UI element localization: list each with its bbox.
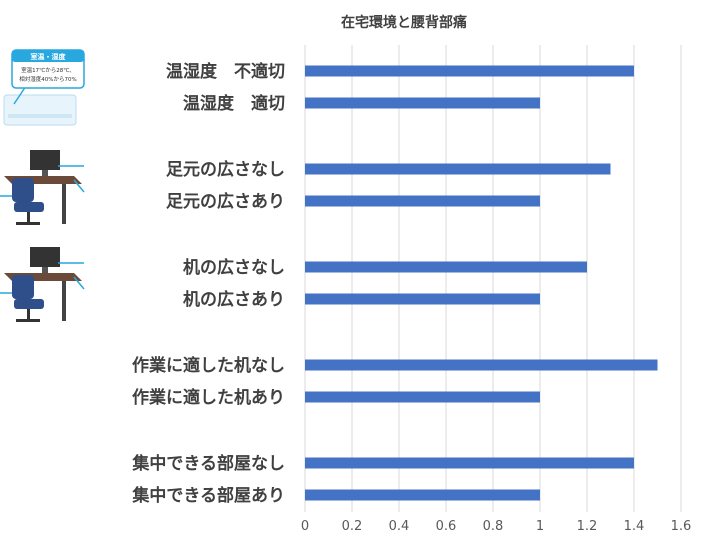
x-tick-label: 0.2 xyxy=(342,519,363,534)
gridlines xyxy=(304,45,682,512)
air-conditioner-illustration: 室温・湿度 室温17℃から28℃、 相対湿度40%から70% xyxy=(3,49,85,126)
category-label: 温湿度 不適切 xyxy=(166,61,285,82)
bar xyxy=(305,391,540,403)
bar xyxy=(305,97,540,109)
aircon-header: 室温・湿度 xyxy=(31,52,67,61)
bar xyxy=(305,293,540,305)
bar xyxy=(305,261,587,273)
x-tick-label: 0.8 xyxy=(483,519,504,534)
category-label: 集中できる部屋あり xyxy=(131,485,285,506)
category-label: 作業に適した机あり xyxy=(132,387,285,408)
aircon-line1: 室温17℃から28℃、 xyxy=(21,66,75,74)
x-tick-label: 0 xyxy=(301,519,309,534)
category-label: 足元の広さあり xyxy=(166,191,285,212)
desk-illustration-2 xyxy=(0,247,85,322)
aircon-line2: 相対湿度40%から70% xyxy=(19,75,76,83)
x-tick-label: 1.2 xyxy=(577,519,598,534)
x-tick-label: 0.4 xyxy=(389,519,410,534)
desk-illustration-1 xyxy=(0,150,85,225)
bar xyxy=(305,489,540,501)
category-label: 集中できる部屋なし xyxy=(131,453,285,474)
x-tick-labels: 0 0.2 0.4 0.6 0.8 1 1.2 1.4 1.6 xyxy=(301,519,691,534)
category-label: 足元の広さなし xyxy=(166,159,285,180)
bar xyxy=(305,195,540,207)
x-tick-label: 1.6 xyxy=(671,519,692,534)
bar xyxy=(305,457,634,469)
bar xyxy=(305,65,634,77)
bars xyxy=(305,65,658,501)
x-tick-label: 1 xyxy=(536,519,544,534)
category-label: 作業に適した机なし xyxy=(132,355,285,376)
chart-title: 在宅環境と腰背部痛 xyxy=(341,14,467,31)
category-label: 机の広さなし xyxy=(183,257,285,278)
x-tick-label: 0.6 xyxy=(436,519,457,534)
x-tick-label: 1.4 xyxy=(624,519,645,534)
category-label: 温湿度 適切 xyxy=(183,93,285,114)
category-label: 机の広さあり xyxy=(183,289,285,310)
bar xyxy=(305,163,611,175)
bar xyxy=(305,359,658,371)
